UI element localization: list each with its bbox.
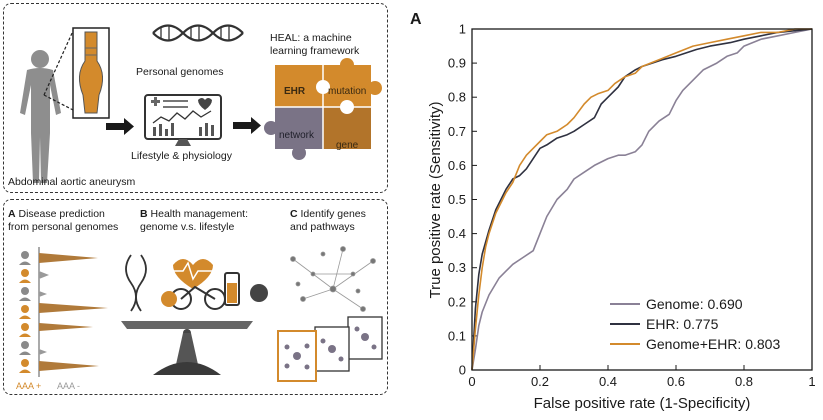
legend-entry: Genome: 0.690 — [646, 296, 743, 312]
applications-illustration — [19, 246, 383, 382]
app-b-letter: B — [140, 208, 148, 220]
arrow-icon — [233, 117, 261, 134]
lifestyle-label: Lifestyle & physiology — [131, 150, 232, 162]
heal-title-line2: learning framework — [270, 45, 360, 57]
y-tick-label: 0.5 — [448, 192, 466, 207]
monitor-icon — [144, 94, 222, 146]
legend-entry: EHR: 0.775 — [646, 316, 719, 332]
human-silhouette-icon — [20, 50, 61, 183]
aaa-label: Abdominal aortic aneurysm — [8, 176, 136, 188]
dna-helix-icon — [152, 24, 244, 42]
app-c-line2: and pathways — [290, 221, 355, 233]
x-tick-label: 1 — [808, 374, 815, 389]
y-tick-label: 0 — [459, 363, 466, 378]
roc-series-line-0 — [471, 28, 813, 371]
puzzle-icon — [264, 58, 382, 160]
y-tick-label: 0.2 — [448, 294, 466, 309]
app-b-line1: Health management: — [150, 208, 248, 220]
x-tick-label: 0 — [468, 374, 475, 389]
y-tick-label: 0.1 — [448, 328, 466, 343]
gene-network-icon — [290, 246, 376, 312]
y-tick-label: 0.9 — [448, 56, 466, 71]
app-b-heading: B Health management: — [140, 208, 248, 220]
app-c-heading: C Identify genes — [290, 208, 366, 220]
balance-scale-icon — [121, 321, 253, 375]
roc-series-line-2 — [471, 28, 812, 371]
puzzle-gene-label: gene — [336, 140, 359, 151]
y-tick-label: 0.6 — [448, 158, 466, 173]
app-a-line2: from personal genomes — [8, 221, 119, 233]
applications-panel — [3, 199, 388, 395]
roc-series-line-1 — [471, 28, 813, 371]
arrow-icon — [106, 118, 134, 135]
app-a-line1: Disease prediction — [18, 208, 105, 220]
x-tick-label: 0.2 — [531, 374, 549, 389]
x-tick-label: 0.6 — [667, 374, 685, 389]
puzzle-network-label: network — [279, 130, 315, 141]
puzzle-ehr-label: EHR — [284, 86, 306, 97]
y-tick-label: 0.7 — [448, 124, 466, 139]
overview-illustration — [20, 24, 382, 183]
aaa-minus-label: AAA - — [57, 381, 81, 391]
y-tick-label: 0.8 — [448, 90, 466, 105]
app-c-letter: C — [290, 208, 298, 220]
chart-panel-label: A — [410, 11, 422, 28]
lifestyle-icons — [161, 259, 268, 310]
overview-panel — [3, 3, 388, 193]
app-c-line1: Identify genes — [300, 208, 366, 220]
x-axis-label: False positive rate (1-Specificity) — [534, 395, 751, 412]
puzzle-mutation-label: mutation — [328, 86, 367, 97]
y-tick-label: 0.4 — [448, 226, 466, 241]
aorta-inset-icon — [72, 27, 110, 119]
roc-chart: A 0 0.2 0.4 0.6 0.8 1 0 0.1 0.2 0.3 0.4 0.5 0.6 0.7 0.… — [410, 11, 816, 412]
legend-entry: Genome+EHR: 0.803 — [646, 336, 780, 352]
aaa-plus-label: AAA + — [16, 381, 42, 391]
person-icon — [19, 251, 31, 373]
heal-title-line1: HEAL: a machine — [270, 32, 352, 44]
app-b-line2: genome v.s. lifestyle — [140, 221, 235, 233]
y-tick-label: 1 — [459, 22, 466, 37]
dna-small-icon — [125, 254, 147, 312]
risk-spike-icon — [39, 253, 108, 371]
y-tick-label: 0.3 — [448, 260, 466, 275]
personal-genomes-label: Personal genomes — [136, 66, 224, 78]
y-axis-label: True positive rate (Sensitivity) — [427, 101, 444, 298]
app-a-heading: A Disease prediction — [8, 208, 105, 220]
app-a-letter: A — [8, 208, 16, 220]
x-tick-label: 0.8 — [735, 374, 753, 389]
x-tick-label: 0.4 — [599, 374, 617, 389]
pathway-panel-icon — [277, 316, 383, 382]
plot-frame — [471, 28, 813, 371]
legend: Genome: 0.690 EHR: 0.775 Genome+EHR: 0.803 — [610, 296, 780, 352]
